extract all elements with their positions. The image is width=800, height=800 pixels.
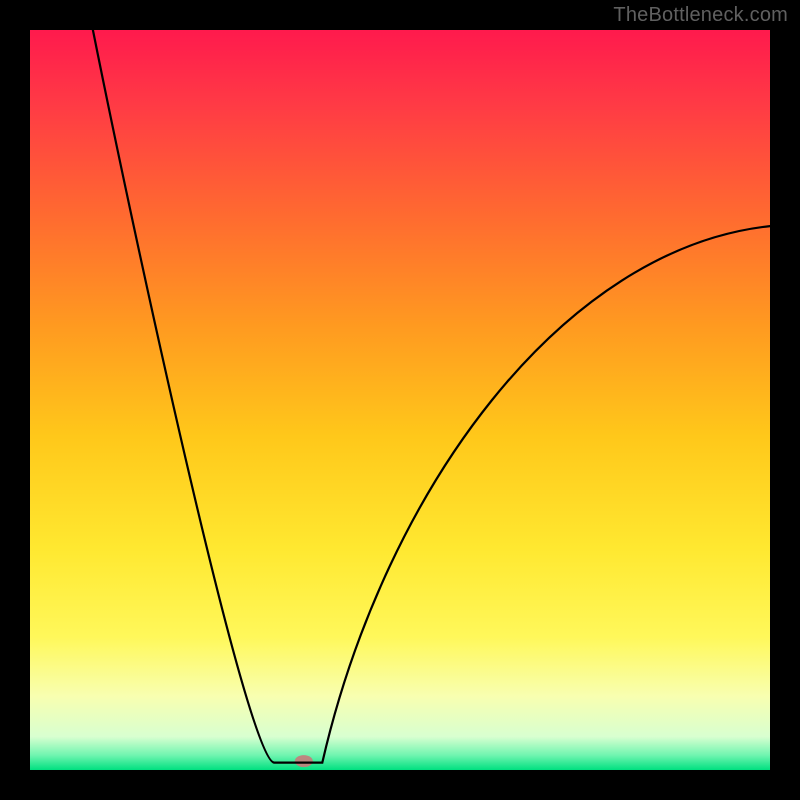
chart-container: TheBottleneck.com bbox=[0, 0, 800, 800]
gradient-panel bbox=[30, 30, 770, 770]
dip-marker bbox=[295, 755, 313, 767]
bottleneck-chart bbox=[0, 0, 800, 800]
watermark-text: TheBottleneck.com bbox=[613, 4, 788, 27]
